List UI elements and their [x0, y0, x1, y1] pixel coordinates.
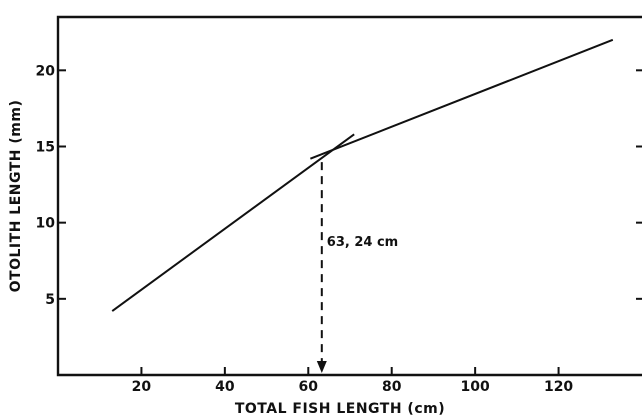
y-tick-label: 20: [36, 63, 56, 79]
annotation-layer: 63, 24 cm: [316, 162, 398, 373]
series-line-2: [310, 38, 614, 160]
y-axis-title: OTOLITH LENGTH (mm): [8, 100, 24, 293]
breakpoint-arrowhead: [316, 361, 327, 373]
y-tick-label: 10: [36, 216, 56, 232]
x-axis-title: TOTAL FISH LENGTH (cm): [235, 401, 445, 417]
plot-frame: [56, 15, 642, 377]
y-tick-label: 5: [45, 292, 55, 308]
x-tick-label: 60: [299, 379, 319, 395]
y-tick-label: 15: [36, 139, 55, 155]
series-line-1: [111, 133, 355, 312]
x-tick-label: 100: [461, 379, 490, 395]
x-tick-label: 20: [132, 379, 152, 395]
x-tick-label: 80: [382, 379, 402, 395]
axes: 20 40 60 80 100 120 5 10 15 20: [36, 15, 642, 395]
x-tick-label: 40: [215, 379, 235, 395]
series-layer: [111, 38, 614, 312]
x-tick-label: 120: [544, 379, 573, 395]
breakpoint-label: 63, 24 cm: [327, 235, 398, 250]
